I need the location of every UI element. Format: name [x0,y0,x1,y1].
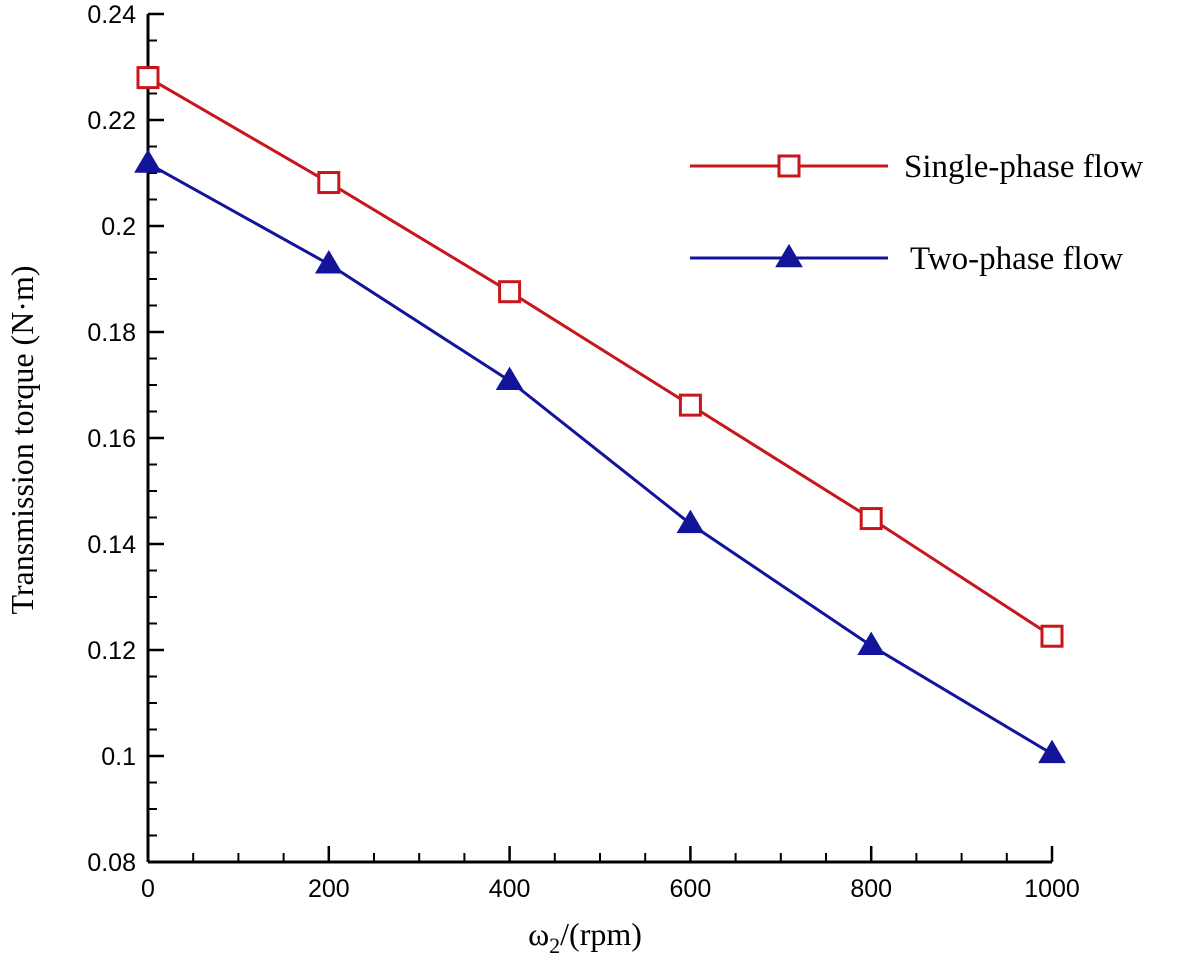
x-axis-title-subscript: 2 [549,933,560,958]
data-point-two-phase-flow [314,249,343,274]
legend-label-two-phase-flow: Two-phase flow [910,241,1123,277]
x-tick-label: 1000 [1024,875,1080,903]
legend-marker-single-phase-flow [777,154,801,178]
data-point-two-phase-flow [134,149,162,173]
series-line-two-phase-flow [147,162,1053,756]
data-point-two-phase-flow [676,509,705,534]
y-tick-label: 0.14 [87,531,136,559]
y-tick-label: 0.12 [87,637,136,665]
x-tick-label: 800 [850,875,892,903]
x-tick-label: 600 [670,875,712,903]
x-axis-title: ω2/(rpm) [528,916,642,958]
data-point-single-phase-flow [136,66,160,90]
legend-label-single-phase-flow: Single-phase flow [904,149,1143,185]
x-axis-title-main: ω [528,916,549,952]
legend: Single-phase flow Two-phase flow [690,149,1143,277]
series-two-phase-flow [134,149,1066,764]
y-tick-label: 0.22 [87,107,136,135]
data-point-two-phase-flow [495,366,524,391]
y-axis-title: Transmission torque (N·m) [4,265,40,614]
series-single-phase-flow [136,66,1064,648]
x-axis-title-rest: /(rpm) [560,916,642,952]
tick-marks [146,12,1054,864]
tick-labels: 0.08 0.1 0.12 0.14 0.16 0.18 0.2 0.22 0.24 0 200 40… [87,1,1079,903]
data-point-single-phase-flow [678,393,702,417]
data-point-two-phase-flow [857,631,886,656]
data-point-single-phase-flow [859,507,883,531]
legend-marker-two-phase-flow [775,243,803,268]
data-point-single-phase-flow [498,280,522,304]
y-tick-label: 0.1 [101,743,136,771]
x-tick-label: 200 [308,875,350,903]
data-point-two-phase-flow [1038,739,1066,764]
y-tick-label: 0.24 [87,1,136,29]
series-layer [134,66,1066,764]
y-tick-label: 0.18 [87,319,136,347]
y-tick-label: 0.2 [101,213,136,241]
x-tick-label: 0 [141,875,155,903]
data-point-single-phase-flow [317,171,341,195]
data-point-single-phase-flow [1040,624,1064,648]
y-tick-label: 0.08 [87,849,136,877]
x-tick-label: 400 [489,875,531,903]
series-line-single-phase-flow [147,76,1053,638]
axes [146,14,1052,864]
y-tick-label: 0.16 [87,425,136,453]
